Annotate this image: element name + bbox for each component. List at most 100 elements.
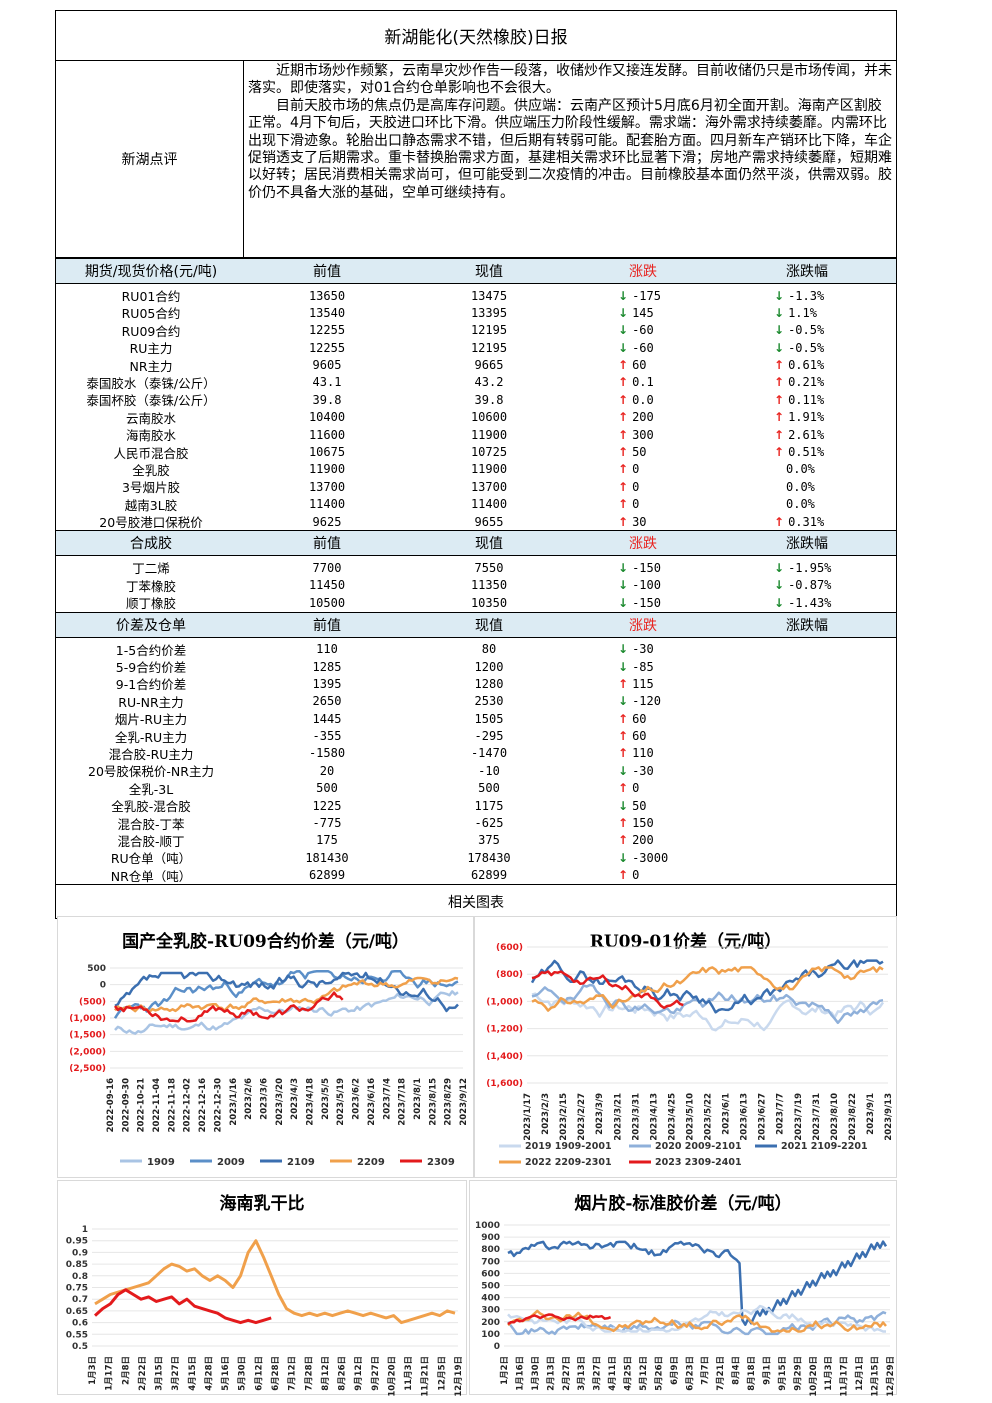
x-tick-label: 5月12日: [639, 1356, 649, 1391]
section-header: 价差及仓单 前值 现值 涨跌 涨跌幅: [56, 611, 896, 638]
table-row: RU05合约 13540 13395 ↓ 145 ↓ 1.1%: [56, 303, 896, 322]
chart-rss-standard-box: 烟片胶-标准胶价差（元/吨） 1000 900 800 700 600 500 400 300…: [469, 1180, 897, 1396]
table-row: 人民币混合胶 10675 10725 ↑ 50 ↑ 0.51%: [56, 443, 896, 461]
previous-value: 12255: [308, 340, 346, 355]
current-value: 11350: [470, 578, 508, 593]
previous-value: 7700: [312, 560, 342, 575]
table-row: 丁苯橡胶 11450 11350 ↓ -100 ↓ -0.87%: [56, 576, 896, 594]
change-pct-value: -0.5%: [788, 323, 825, 338]
change-cell: ↓ -100: [570, 578, 716, 592]
arrow-up-icon: ↑: [774, 358, 785, 373]
current-value: 178430: [467, 850, 511, 865]
table-row: 泰国胶水（泰铢/公斤） 43.1 43.2 ↑ 0.1 ↑ 0.21%: [56, 373, 896, 391]
arrow-down-icon: ↓: [774, 340, 785, 355]
arrow-down-icon: ↓: [618, 850, 629, 865]
x-tick-label: 2022-11-18: [167, 1078, 177, 1132]
change-cell: ↑ 30: [570, 515, 716, 529]
x-tick-label: 9月15日: [778, 1356, 788, 1391]
x-tick-label: 10月20日: [809, 1356, 819, 1396]
legend-label: 2109: [287, 1157, 315, 1168]
series-line: [113, 991, 344, 1023]
y-tick-label: (600): [496, 943, 523, 953]
series-line: [531, 970, 684, 1010]
chart-ru09-01-box: RU09-01价差（元/吨） (600) (800) (1,000) (1,200)(…: [474, 916, 897, 1178]
x-tick-label: 2月22日: [138, 1356, 148, 1391]
change-value: 30: [632, 514, 647, 529]
change-cell: ↓ -30: [570, 642, 716, 656]
row-name: RU09合约: [121, 323, 181, 339]
change-pct-cell: 0.0%: [716, 480, 898, 494]
x-tick-label: 2月13日: [546, 1356, 556, 1391]
row-name: NR仓单（吨）: [110, 868, 192, 884]
arrow-up-icon: ↑: [618, 427, 629, 442]
table-row: 混合胶-丁苯 -775 -625 ↑ 150: [56, 814, 896, 832]
arrow-up-icon: ↑: [774, 445, 785, 460]
x-tick-label: 6月28日: [271, 1356, 281, 1391]
series-line: [507, 1309, 887, 1333]
x-tick-label: 2023/5/10: [685, 1093, 695, 1141]
x-tick-label: 2023/7/31: [812, 1093, 822, 1141]
row-name: 9-1合约价差: [115, 677, 187, 693]
y-tick-label: (2,500): [69, 1064, 106, 1074]
x-tick-label: 3月15日: [155, 1356, 165, 1391]
arrow-down-icon: ↓: [618, 595, 629, 610]
arrow-up-icon: ↑: [618, 676, 629, 691]
y-tick-label: (800): [496, 970, 523, 980]
daily-report-sheet: 新湖能化(天然橡胶)日报 新湖点评 近期市场炒作频繁，云南旱灾炒作告一段落，收储…: [55, 10, 898, 920]
previous-value: 62899: [308, 868, 346, 883]
arrow-up-icon: ↑: [618, 729, 629, 744]
table-row: 全乳胶-混合胶 1225 1175 ↓ 50: [56, 796, 896, 815]
legend-label: 2023 2309-2401: [655, 1157, 742, 1168]
y-tick-label: 100: [481, 1330, 500, 1340]
y-tick-label: (1,500): [69, 1031, 106, 1041]
change-pct-value: -0.5%: [788, 340, 825, 355]
chart-title: 国产全乳胶-RU09合约价差（元/吨）: [122, 932, 409, 952]
y-tick-label: 0.95: [66, 1237, 88, 1247]
change-pct-value: -0.87%: [788, 578, 832, 593]
change-cell: ↑ 60: [570, 358, 716, 372]
change-pct-value: 1.91%: [788, 410, 825, 425]
change-pct-cell: ↑ 0.31%: [716, 515, 898, 529]
x-tick-label: 12月19日: [454, 1356, 464, 1396]
table-row: 全乳-3L 500 500 ↑ 0: [56, 779, 896, 797]
y-tick-label: 0.5: [72, 1342, 88, 1352]
x-tick-label: 2023/3/6: [259, 1078, 269, 1120]
column-header: 前值: [313, 536, 341, 553]
series-line: [114, 990, 459, 1035]
x-tick-label: 2023/6/16: [367, 1078, 377, 1126]
change-pct-value: 0.21%: [788, 375, 825, 390]
change-value: 50: [632, 798, 647, 813]
chart-whole-milk-ru09-spread: 5000(500)(1,000)(1,500)(2,000)(2,500)202…: [69, 964, 469, 1168]
y-tick-label: (1,400): [486, 1052, 523, 1062]
change-cell: ↑ 115: [570, 677, 716, 691]
x-tick-label: 3月27日: [171, 1356, 181, 1391]
previous-value: 10500: [308, 595, 346, 610]
arrow-up-icon: ↑: [618, 514, 629, 529]
x-tick-label: 12月1日: [855, 1356, 865, 1391]
arrow-down-icon: ↓: [618, 659, 629, 674]
x-tick-label: 8月18日: [747, 1356, 757, 1391]
table-row: 顺丁橡胶 10500 10350 ↓ -150 ↓ -1.43%: [56, 593, 896, 612]
y-tick-label: (2,000): [69, 1047, 106, 1057]
table-row: 全乳-RU主力 -355 -295 ↑ 60: [56, 727, 896, 745]
current-value: 62899: [470, 868, 508, 883]
change-cell: ↓ -3000: [570, 851, 716, 865]
current-value: 39.8: [474, 392, 504, 407]
commentary-label: 新湖点评: [56, 61, 244, 257]
row-name: 混合胶-顺丁: [117, 833, 185, 849]
x-tick-label: 2023/7/7: [776, 1093, 786, 1135]
change-cell: ↓ -150: [570, 596, 716, 610]
current-value: 13395: [470, 305, 508, 320]
change-pct-value: -1.43%: [788, 595, 832, 610]
previous-value: 11400: [308, 497, 346, 512]
change-pct-value: 0.0%: [786, 497, 815, 512]
change-value: 0: [632, 781, 640, 796]
change-cell: ↑ 0: [570, 497, 716, 511]
legend-label: 2020 2009-2101: [655, 1141, 742, 1152]
x-tick-label: 7月7日: [701, 1356, 711, 1385]
change-pct-value: 0.31%: [788, 514, 825, 529]
previous-value: 500: [316, 781, 338, 796]
current-value: 1175: [474, 798, 504, 813]
change-value: -150: [632, 595, 661, 610]
